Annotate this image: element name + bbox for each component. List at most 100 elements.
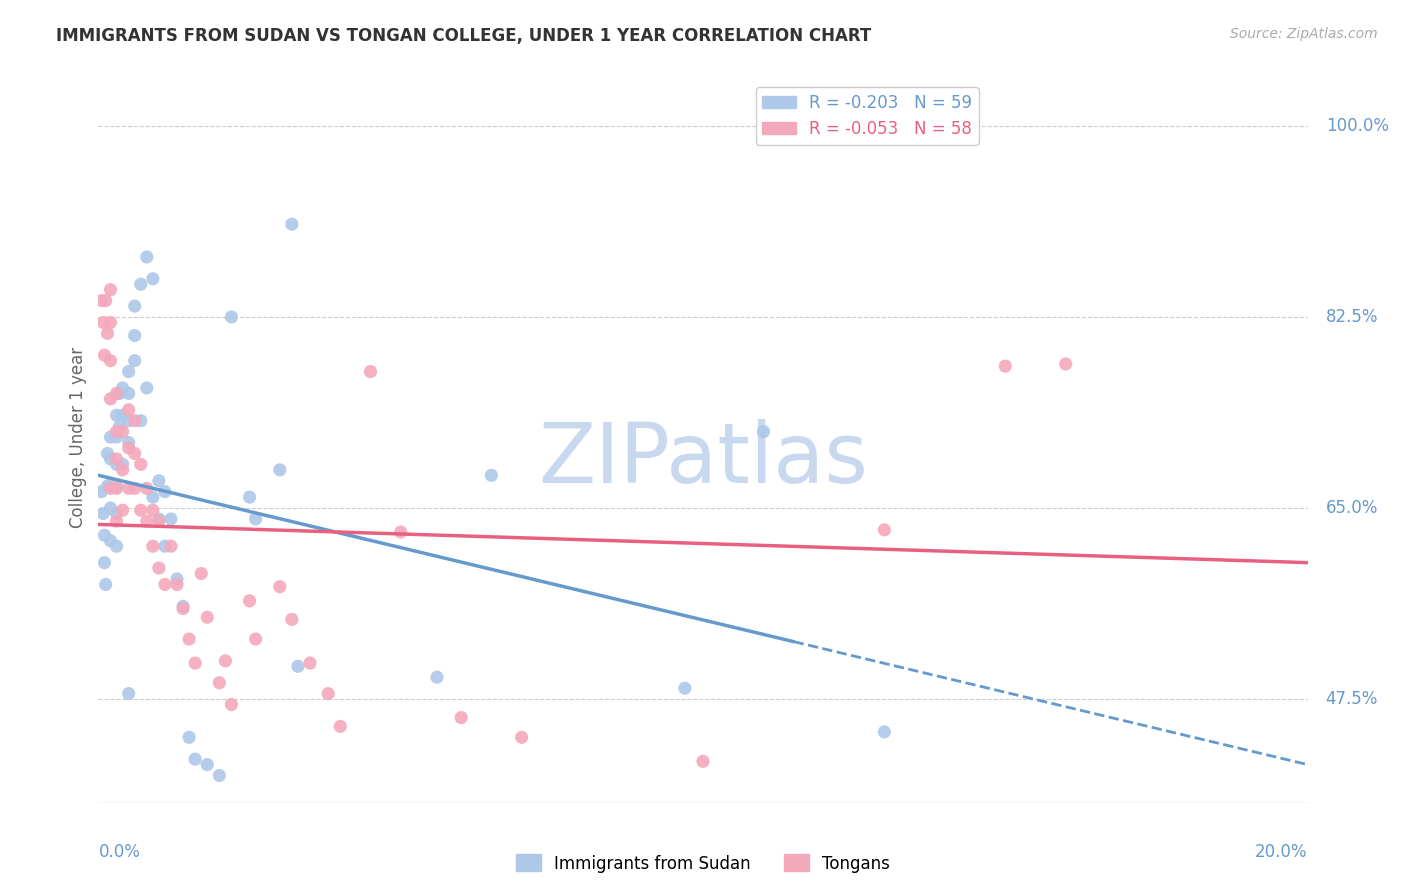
- Point: [160, 539, 183, 553]
- Point: [100, 283, 122, 297]
- Point: [100, 482, 122, 496]
- Point: [269, 580, 291, 594]
- Point: [105, 514, 128, 528]
- Point: [692, 754, 714, 768]
- Point: [108, 386, 131, 401]
- Point: [91, 507, 114, 521]
- Text: Source: ZipAtlas.com: Source: ZipAtlas.com: [1230, 27, 1378, 41]
- Point: [389, 524, 412, 539]
- Point: [142, 272, 165, 286]
- Point: [184, 656, 207, 670]
- Point: [108, 419, 131, 434]
- Point: [118, 435, 141, 450]
- Point: [124, 446, 146, 460]
- Point: [111, 458, 134, 472]
- Point: [129, 503, 152, 517]
- Text: 100.0%: 100.0%: [1326, 117, 1389, 135]
- Point: [148, 514, 170, 528]
- Point: [153, 484, 176, 499]
- Point: [111, 463, 134, 477]
- Text: ZIPatlas: ZIPatlas: [538, 418, 868, 500]
- Point: [752, 425, 775, 439]
- Text: 0.0%: 0.0%: [98, 843, 141, 861]
- Point: [135, 381, 157, 395]
- Point: [129, 458, 152, 472]
- Point: [481, 468, 503, 483]
- Point: [94, 293, 117, 308]
- Point: [510, 731, 533, 745]
- Point: [129, 277, 152, 292]
- Point: [873, 523, 896, 537]
- Y-axis label: College, Under 1 year: College, Under 1 year: [69, 346, 87, 528]
- Point: [142, 503, 165, 517]
- Point: [91, 315, 114, 329]
- Point: [172, 599, 194, 614]
- Point: [118, 441, 141, 455]
- Text: 82.5%: 82.5%: [1326, 308, 1378, 326]
- Point: [105, 430, 128, 444]
- Point: [118, 482, 141, 496]
- Point: [105, 425, 128, 439]
- Point: [287, 659, 309, 673]
- Point: [172, 601, 194, 615]
- Point: [100, 477, 122, 491]
- Point: [221, 698, 243, 712]
- Point: [111, 381, 134, 395]
- Point: [450, 711, 472, 725]
- Point: [105, 409, 128, 423]
- Point: [195, 757, 218, 772]
- Point: [100, 353, 122, 368]
- Point: [105, 479, 128, 493]
- Point: [245, 512, 267, 526]
- Point: [179, 632, 201, 646]
- Point: [93, 556, 115, 570]
- Point: [135, 482, 157, 496]
- Point: [118, 414, 141, 428]
- Point: [148, 561, 170, 575]
- Point: [96, 326, 118, 341]
- Point: [100, 533, 122, 548]
- Point: [184, 752, 207, 766]
- Point: [90, 484, 112, 499]
- Point: [166, 577, 188, 591]
- Point: [100, 501, 122, 516]
- Text: 65.0%: 65.0%: [1326, 499, 1378, 517]
- Point: [100, 315, 122, 329]
- Point: [118, 365, 141, 379]
- Point: [195, 610, 218, 624]
- Point: [281, 217, 304, 231]
- Point: [124, 414, 146, 428]
- Point: [360, 365, 382, 379]
- Point: [1054, 357, 1077, 371]
- Point: [208, 768, 231, 782]
- Point: [124, 482, 146, 496]
- Point: [179, 731, 201, 745]
- Point: [105, 458, 128, 472]
- Text: IMMIGRANTS FROM SUDAN VS TONGAN COLLEGE, UNDER 1 YEAR CORRELATION CHART: IMMIGRANTS FROM SUDAN VS TONGAN COLLEGE,…: [56, 27, 872, 45]
- Point: [281, 612, 304, 626]
- Point: [426, 670, 449, 684]
- Point: [239, 490, 262, 504]
- Point: [124, 299, 146, 313]
- Point: [100, 451, 122, 466]
- Point: [994, 359, 1017, 373]
- Text: 20.0%: 20.0%: [1256, 843, 1308, 861]
- Point: [245, 632, 267, 646]
- Point: [100, 392, 122, 406]
- Point: [105, 507, 128, 521]
- Point: [148, 474, 170, 488]
- Point: [214, 654, 236, 668]
- Point: [153, 577, 176, 591]
- Point: [105, 539, 128, 553]
- Point: [93, 348, 115, 362]
- Point: [93, 528, 115, 542]
- Legend: R = -0.203   N = 59, R = -0.053   N = 58: R = -0.203 N = 59, R = -0.053 N = 58: [756, 87, 979, 145]
- Point: [873, 724, 896, 739]
- Point: [299, 656, 322, 670]
- Point: [111, 425, 134, 439]
- Point: [239, 594, 262, 608]
- Point: [190, 566, 212, 581]
- Point: [153, 539, 176, 553]
- Point: [148, 512, 170, 526]
- Point: [221, 310, 243, 324]
